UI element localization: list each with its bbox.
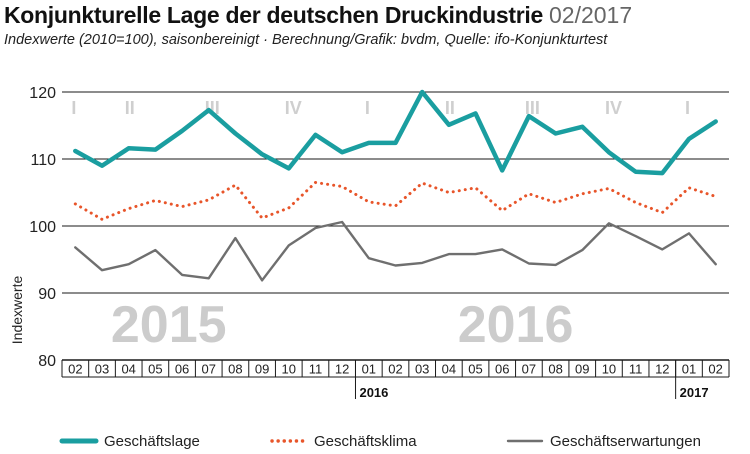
xtick-label: 05 (468, 362, 482, 377)
xtick-label: 04 (442, 362, 456, 377)
chart-title-row: Konjunkturelle Lage der deutschen Drucki… (4, 2, 632, 29)
xtick-label: 08 (548, 362, 562, 377)
xtick-label: 07 (522, 362, 536, 377)
xtick-label: 03 (415, 362, 429, 377)
year-watermark: 2016 (458, 296, 574, 354)
year-label: 2017 (680, 385, 709, 400)
series-line-Geschäftslage (73, 89, 718, 176)
y-axis-label: Indexwerte (9, 276, 25, 345)
xtick-label: 02 (388, 362, 402, 377)
quarter-label: II (445, 98, 455, 118)
xtick-label: 02 (68, 362, 82, 377)
xtick-label: 02 (708, 362, 722, 377)
xtick-label: 10 (602, 362, 616, 377)
series-line-Geschäftserwartungen (74, 220, 717, 282)
xtick-label: 09 (255, 362, 269, 377)
quarter-label: I (365, 98, 370, 118)
quarter-label: I (71, 98, 76, 118)
chart-date: 02/2017 (548, 2, 633, 28)
xtick-label: 12 (655, 362, 669, 377)
xtick-label: 01 (362, 362, 376, 377)
xtick-label: 06 (495, 362, 509, 377)
xtick-label: 07 (202, 362, 216, 377)
xtick-label: 05 (148, 362, 162, 377)
xtick-label: 11 (629, 362, 643, 377)
xtick-label: 01 (682, 362, 696, 377)
xtick-label: 10 (282, 362, 296, 377)
year-label: 2016 (359, 385, 388, 400)
ytick-label: 100 (29, 219, 56, 236)
legend-label: Geschäftslage (104, 433, 200, 450)
series-line-Geschäftsklima (73, 181, 718, 221)
xtick-label: 08 (228, 362, 242, 377)
chart-title: Konjunkturelle Lage der deutschen Drucki… (4, 2, 543, 28)
chart-subtitle: Indexwerte (2010=100), saisonbereinigt ·… (4, 32, 608, 48)
ytick-label: 110 (30, 152, 56, 169)
xtick-label: 09 (575, 362, 589, 377)
xtick-label: 12 (335, 362, 349, 377)
quarter-label: IV (605, 98, 622, 118)
xtick-label: 03 (95, 362, 109, 377)
ytick-label: 120 (29, 85, 56, 102)
quarter-label: I (685, 98, 690, 118)
xtick-label: 11 (309, 362, 323, 377)
xtick-label: 04 (121, 362, 135, 377)
year-watermark: 2015 (111, 296, 227, 354)
quarter-label: III (525, 98, 540, 118)
ytick-label: 90 (38, 286, 56, 303)
quarter-label: II (125, 98, 135, 118)
xtick-label: 06 (175, 362, 189, 377)
quarter-label: IV (285, 98, 302, 118)
legend-label: Geschäftserwartungen (550, 433, 701, 450)
ytick-label: 80 (38, 353, 56, 370)
legend-label: Geschäftsklima (314, 433, 417, 450)
